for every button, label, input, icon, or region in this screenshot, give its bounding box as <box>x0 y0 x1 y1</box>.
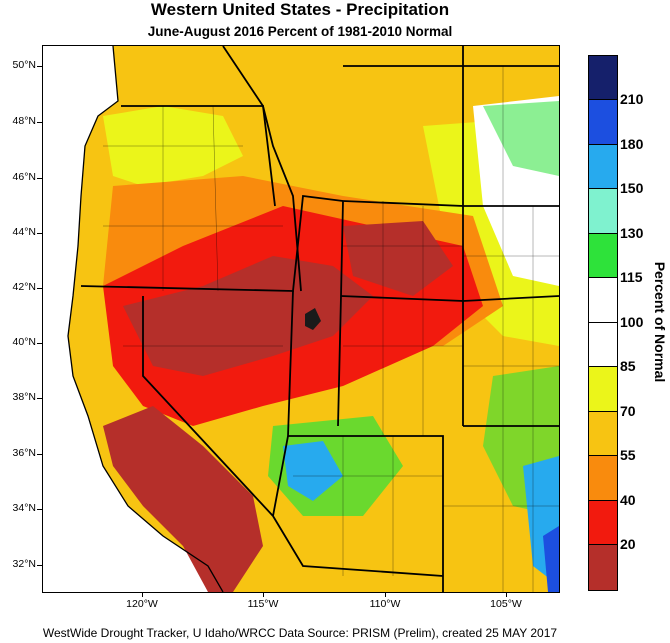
map-subtitle: June-August 2016 Percent of 1981-2010 No… <box>147 24 453 39</box>
precip-zone-blue-sw <box>283 441 343 501</box>
legend-swatch <box>589 501 617 545</box>
legend-swatch <box>589 100 617 145</box>
precip-zone-blue-dark-se <box>543 526 559 592</box>
legend-label: 55 <box>620 447 636 463</box>
legend-label: 20 <box>620 536 636 552</box>
legend-swatch <box>589 412 617 456</box>
precip-zone-green-ne <box>483 101 559 176</box>
legend-tick <box>588 544 617 545</box>
legend-tick <box>588 144 617 145</box>
legend-label: 130 <box>620 225 644 241</box>
lat-tick <box>37 122 42 123</box>
precipitation-map <box>42 45 560 593</box>
lat-tick <box>37 178 42 179</box>
lat-tick <box>37 398 42 399</box>
lat-tick <box>37 233 42 234</box>
legend-label: 70 <box>620 403 636 419</box>
legend-swatch <box>589 56 617 100</box>
footer-credit: WestWide Drought Tracker, U Idaho/WRCC D… <box>42 626 558 640</box>
legend-swatch <box>589 189 617 234</box>
legend-tick <box>588 322 617 323</box>
legend-swatch <box>589 545 617 590</box>
legend-tick <box>588 455 617 456</box>
legend-tick <box>588 233 617 234</box>
legend-swatch <box>589 234 617 278</box>
legend-label: 210 <box>620 91 644 107</box>
precip-zone-darkred-ne <box>343 221 453 296</box>
lat-tick <box>37 66 42 67</box>
legend-swatch <box>589 145 617 189</box>
lon-tick <box>506 592 507 597</box>
legend-label: 85 <box>620 358 636 374</box>
lat-tick <box>37 565 42 566</box>
lon-label-105: 105°W <box>490 598 522 610</box>
lat-label-40: 40°N <box>12 336 36 348</box>
state-borders <box>80 46 559 592</box>
legend-swatch <box>589 367 617 412</box>
legend-swatch <box>589 456 617 501</box>
map-title: Western United States - Precipitation <box>150 0 450 19</box>
coastline <box>67 46 224 592</box>
lat-label-38: 38°N <box>12 391 36 403</box>
legend-label: 100 <box>620 314 644 330</box>
lon-label-120: 120°W <box>126 598 158 610</box>
legend-label: 40 <box>620 492 636 508</box>
legend-swatch <box>589 323 617 367</box>
lon-tick <box>263 592 264 597</box>
legend-tick <box>588 366 617 367</box>
legend-swatch <box>589 278 617 323</box>
lat-label-42: 42°N <box>12 281 36 293</box>
lon-tick <box>385 592 386 597</box>
lat-label-34: 34°N <box>12 502 36 514</box>
lat-label-36: 36°N <box>12 447 36 459</box>
lat-label-50: 50°N <box>12 59 36 71</box>
map-svg <box>67 46 559 592</box>
legend-label: 180 <box>620 136 644 152</box>
lon-tick <box>142 592 143 597</box>
lat-tick <box>37 288 42 289</box>
legend-tick <box>588 99 617 100</box>
legend-tick <box>588 411 617 412</box>
legend-label: 150 <box>620 180 644 196</box>
legend-tick <box>588 188 617 189</box>
legend-label: 115 <box>620 269 643 285</box>
lat-label-46: 46°N <box>12 171 36 183</box>
county-borders <box>103 66 559 592</box>
lat-label-44: 44°N <box>12 226 36 238</box>
lat-label-48: 48°N <box>12 115 36 127</box>
legend-tick <box>588 277 617 278</box>
legend-colorbar <box>588 55 618 591</box>
legend-title: Percent of Normal <box>652 261 668 383</box>
great-salt-lake <box>305 308 321 330</box>
legend-tick <box>588 500 617 501</box>
precip-zone-darkred-south <box>103 406 263 592</box>
lat-tick <box>37 454 42 455</box>
lat-tick <box>37 509 42 510</box>
lon-label-115: 115°W <box>247 598 279 610</box>
lat-label-32: 32°N <box>12 558 36 570</box>
lon-label-110: 110°W <box>369 598 401 610</box>
lat-tick <box>37 343 42 344</box>
